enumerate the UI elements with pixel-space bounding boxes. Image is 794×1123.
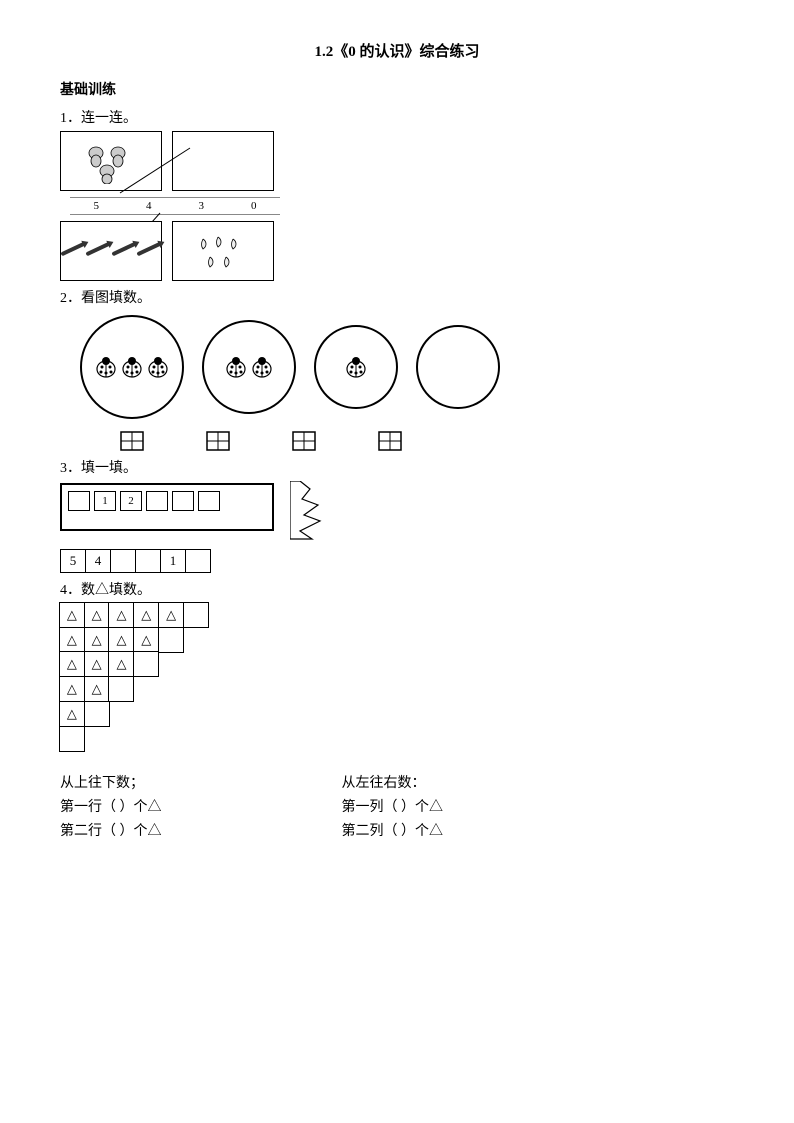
triangle-cell — [133, 627, 159, 653]
q2-circle — [202, 320, 296, 414]
q1-box-dogs — [60, 131, 162, 191]
q1-number-row: 5 4 3 0 — [70, 197, 280, 215]
triangle-cell — [84, 602, 110, 628]
triangle-cell — [59, 701, 85, 727]
blank-cell[interactable] — [133, 651, 159, 677]
q3-cell[interactable] — [111, 550, 136, 572]
q4-left-line: 第二行（ ）个△ — [60, 820, 162, 840]
ladybug-icon — [146, 355, 170, 379]
answer-box[interactable] — [378, 431, 402, 451]
q4-row — [60, 653, 734, 678]
triangle-cell — [59, 676, 85, 702]
q4-left-line: 第一行（ ）个△ — [60, 796, 162, 816]
q1-matching: 5 4 3 0 — [60, 131, 734, 281]
q4-right-header: 从左往右数： — [342, 772, 444, 792]
q3-ruler: 12 — [60, 483, 274, 531]
ladybug-icon — [94, 355, 118, 379]
torn-edge-icon — [290, 481, 350, 541]
ruler-cell[interactable] — [146, 491, 168, 511]
q1-box-empty — [172, 131, 274, 191]
q4-row — [60, 603, 734, 628]
triangle-cell — [59, 627, 85, 653]
q3-label: 3．填一填。 — [60, 457, 734, 477]
triangle-cell — [84, 627, 110, 653]
q3-cell[interactable] — [186, 550, 210, 572]
page-title: 1.2《0 的认识》综合练习 — [60, 40, 734, 61]
answer-box[interactable] — [292, 431, 316, 451]
q4-row — [60, 727, 734, 752]
section-basic: 基础训练 — [60, 79, 734, 99]
q2-label: 2．看图填数。 — [60, 287, 734, 307]
q3-number-row: 54 1 — [60, 549, 211, 573]
ruler-cell[interactable] — [198, 491, 220, 511]
ladybug-icon — [224, 355, 248, 379]
q1-box-pears — [172, 221, 274, 281]
q4-row — [60, 628, 734, 653]
answer-box[interactable] — [206, 431, 230, 451]
ladybug-icon — [344, 355, 368, 379]
triangle-cell — [84, 651, 110, 677]
pen-icon — [111, 241, 136, 256]
ruler-cell[interactable] — [68, 491, 90, 511]
q4-row — [60, 677, 734, 702]
q4-right-line: 第二列（ ）个△ — [342, 820, 444, 840]
dogs-icon — [76, 139, 146, 184]
q2-circle — [80, 315, 184, 419]
pen-icon — [60, 241, 85, 256]
blank-cell[interactable] — [84, 701, 110, 727]
triangle-cell — [84, 676, 110, 702]
blank-cell[interactable] — [59, 726, 85, 752]
q2-circle — [416, 325, 500, 409]
pears-icon — [188, 229, 258, 274]
q3-cell: 4 — [86, 550, 111, 572]
ruler-cell: 2 — [120, 491, 142, 511]
q4-label: 4．数△填数。 — [60, 579, 734, 599]
triangle-cell — [108, 651, 134, 677]
q2-answer-boxes — [120, 431, 734, 451]
ladybug-icon — [250, 355, 274, 379]
triangle-cell — [59, 651, 85, 677]
triangle-cell — [59, 602, 85, 628]
triangle-cell — [108, 602, 134, 628]
q1-num: 0 — [245, 200, 263, 212]
blank-cell[interactable] — [158, 627, 184, 653]
q4-right-line: 第一列（ ）个△ — [342, 796, 444, 816]
answer-box[interactable] — [120, 431, 144, 451]
q4-row — [60, 702, 734, 727]
q1-num: 4 — [140, 200, 158, 212]
ladybug-icon — [120, 355, 144, 379]
ruler-cell: 1 — [94, 491, 116, 511]
q4-questions: 从上往下数； 第一行（ ）个△ 第二行（ ）个△ 从左往右数： 第一列（ ）个△… — [60, 768, 734, 844]
blank-cell[interactable] — [108, 676, 134, 702]
q4-left-header: 从上往下数； — [60, 772, 162, 792]
triangle-cell — [158, 602, 184, 628]
q1-num: 3 — [193, 200, 211, 212]
triangle-cell — [108, 627, 134, 653]
q3-cell: 5 — [61, 550, 86, 572]
ruler-cell[interactable] — [172, 491, 194, 511]
q1-box-pens — [60, 221, 162, 281]
q1-num: 5 — [88, 200, 106, 212]
q4-triangle-grid — [60, 603, 734, 752]
triangle-cell — [133, 602, 159, 628]
blank-cell[interactable] — [183, 602, 209, 628]
q1-label: 1．连一连。 — [60, 107, 734, 127]
q3-cell: 1 — [161, 550, 186, 572]
q2-circles — [80, 315, 734, 419]
q3-cell[interactable] — [136, 550, 161, 572]
q2-circle — [314, 325, 398, 409]
